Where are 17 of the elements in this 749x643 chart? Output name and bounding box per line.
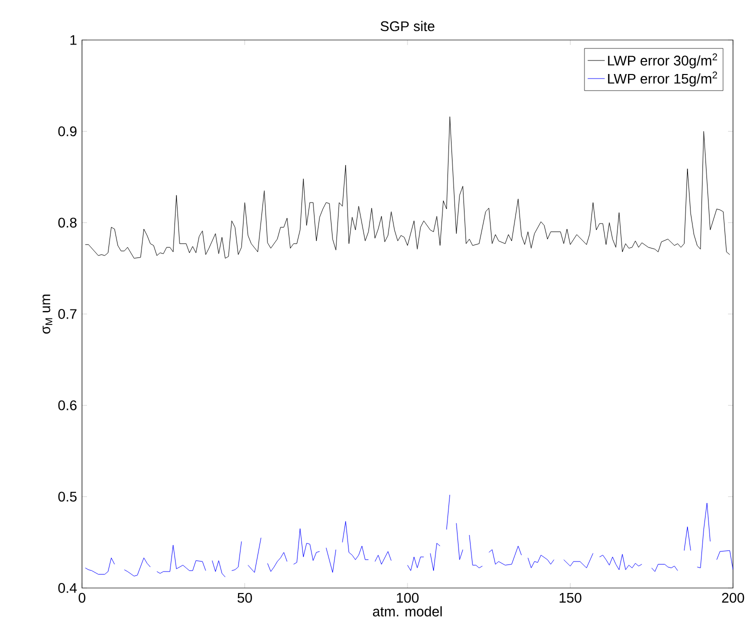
y-tick-label: 0.5	[58, 492, 77, 502]
x-axis-title: atm. model	[372, 606, 442, 616]
y-axis-title: σ$_{M}$ um	[42, 294, 52, 334]
y-tick-label: 0.4	[58, 583, 77, 593]
x-tick-label: 100	[396, 592, 419, 603]
legend-label: LWP error 30g/m$^{2}$	[608, 53, 718, 68]
y-tick-label: 1	[70, 35, 76, 45]
y-tick-label: 0.6	[58, 400, 77, 410]
chart-title: SGP site	[380, 20, 434, 32]
y-tick-label: 0.8	[58, 218, 77, 228]
y-tick-label: 0.9	[58, 126, 76, 136]
legend-label: LWP error 15g/m$^{2}$	[608, 72, 718, 86]
x-tick-label: 50	[238, 592, 252, 603]
x-tick-label: 150	[560, 592, 582, 603]
x-tick-label: 200	[722, 592, 744, 603]
y-tick-label: 0.7	[58, 309, 76, 319]
x-tick-label: 0	[78, 592, 86, 603]
